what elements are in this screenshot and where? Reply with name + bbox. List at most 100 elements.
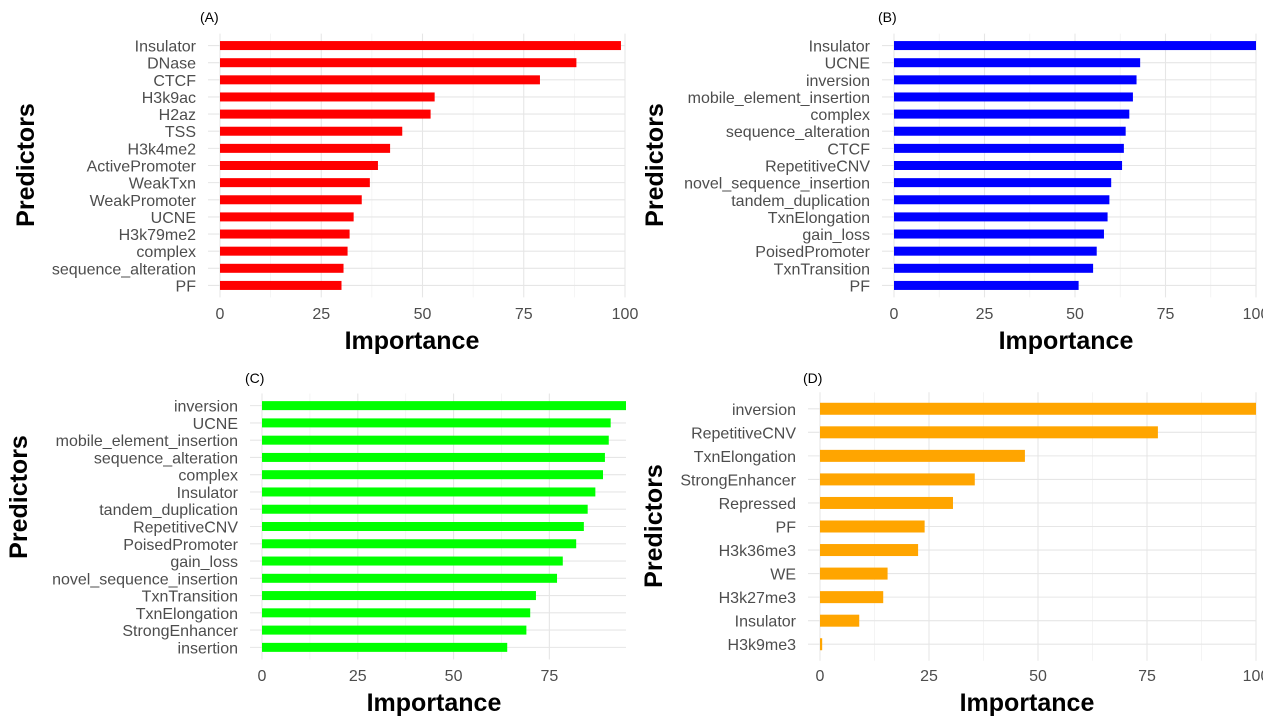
category-label: DNase xyxy=(147,56,196,73)
category-label: H3k4me2 xyxy=(128,141,197,158)
bar-TxnElongation xyxy=(894,212,1108,222)
category-label: H3k9me3 xyxy=(728,637,797,654)
category-label: Insulator xyxy=(177,485,239,502)
bar-gain_loss xyxy=(262,556,563,566)
bar-Insulator xyxy=(894,41,1256,51)
bar-novel_sequence_insertion xyxy=(262,573,558,583)
bar-RepetitiveCNV xyxy=(262,522,584,531)
bar-mobile_element_insertion xyxy=(262,435,609,445)
category-label: PF xyxy=(776,520,797,537)
category-label: WE xyxy=(770,567,796,584)
bar-PoisedPromoter xyxy=(894,246,1097,256)
bar-TxnElongation xyxy=(262,608,531,618)
bar-RepetitiveCNV xyxy=(894,161,1123,170)
category-label: TxnTransition xyxy=(774,261,870,278)
bar-Insulator xyxy=(820,614,860,627)
panel-b: InsulatorUCNEinversionmobile_element_ins… xyxy=(641,9,1263,355)
bar-tandem_duplication xyxy=(894,195,1110,205)
bars xyxy=(820,402,1256,651)
category-label: WeakTxn xyxy=(129,176,196,193)
category-label: gain_loss xyxy=(802,227,870,244)
panel-d: inversion RepetitiveCNV TxnElongation Stron… xyxy=(640,370,1263,717)
bar-H3k36me3 xyxy=(820,544,919,557)
category-label: StrongEnhancer xyxy=(680,472,796,489)
x-tick-label: 75 xyxy=(1138,668,1156,685)
category-label: gain_loss xyxy=(170,554,238,571)
category-label: H3k27me3 xyxy=(719,590,796,607)
category-label: PoisedPromoter xyxy=(755,244,870,261)
x-tick-label: 25 xyxy=(920,668,938,685)
bar-inversion xyxy=(894,75,1137,85)
bars xyxy=(220,41,621,290)
panel-tag: (B) xyxy=(878,9,897,25)
category-label: novel_sequence_insertion xyxy=(52,571,238,588)
category-label: Insulator xyxy=(809,39,871,56)
x-tick-labels: 0 25 50 75 100 xyxy=(216,306,639,323)
bar-StrongEnhancer xyxy=(820,473,975,486)
y-axis-title: Predictors xyxy=(5,435,33,559)
x-axis-title: Importance xyxy=(367,689,502,717)
bar-WE xyxy=(820,567,888,580)
category-label: RepetitiveCNV xyxy=(133,520,238,537)
bar-insertion xyxy=(262,642,508,652)
category-label: tandem_duplication xyxy=(731,193,870,210)
category-label: RepetitiveCNV xyxy=(765,159,870,176)
category-label: sequence_alteration xyxy=(94,450,238,467)
bar-UCNE xyxy=(894,58,1141,68)
category-label: inversion xyxy=(806,73,870,90)
bars xyxy=(262,401,626,652)
bar-inversion xyxy=(820,402,1256,415)
bar-H3k4me2 xyxy=(220,143,391,153)
bar-CTCF xyxy=(220,75,540,85)
category-label: sequence_alteration xyxy=(726,124,870,141)
category-labels: InsulatorUCNEinversionmobile_element_ins… xyxy=(684,39,871,296)
y-axis-title: Predictors xyxy=(12,103,40,227)
x-tick-labels: 0 25 50 75 100 xyxy=(816,668,1263,685)
category-label: complex xyxy=(178,468,238,485)
panel-tag: (A) xyxy=(200,9,219,25)
category-label: inversion xyxy=(174,399,238,416)
bar-RepetitiveCNV xyxy=(820,426,1158,439)
category-label: CTCF xyxy=(827,141,870,158)
x-tick-label: 0 xyxy=(216,306,225,323)
bar-TxnElongation xyxy=(820,449,1025,462)
category-label: inversion xyxy=(732,402,796,419)
bar-tandem_duplication xyxy=(262,504,588,514)
x-tick-label: 0 xyxy=(816,668,825,685)
x-tick-label: 25 xyxy=(976,306,994,323)
bar-H3k9ac xyxy=(220,92,435,102)
bar-WeakTxn xyxy=(220,178,370,188)
bar-H2az xyxy=(220,109,431,119)
category-label: complex xyxy=(810,107,870,124)
panel-tag: (D) xyxy=(803,370,822,386)
x-tick-label: 50 xyxy=(445,668,463,685)
x-axis-title: Importance xyxy=(999,327,1134,355)
category-label: mobile_element_insertion xyxy=(56,433,238,450)
category-label: PF xyxy=(176,278,197,295)
x-tick-label: 100 xyxy=(1243,306,1263,323)
category-label: TxnTransition xyxy=(142,589,238,606)
category-label: UCNE xyxy=(825,56,870,73)
bar-Insulator xyxy=(220,41,621,51)
bar-complex xyxy=(894,109,1130,119)
x-tick-labels: 0 25 50 75 xyxy=(258,668,559,685)
x-tick-label: 75 xyxy=(540,668,558,685)
bar-WeakPromoter xyxy=(220,195,362,205)
bar-sequence_alteration xyxy=(894,126,1126,136)
category-label: novel_sequence_insertion xyxy=(684,176,870,193)
category-label: H2az xyxy=(159,107,196,124)
bar-ActivePromoter xyxy=(220,161,378,170)
bar-TxnTransition xyxy=(262,591,536,601)
category-label: PF xyxy=(850,278,871,295)
category-label: tandem_duplication xyxy=(99,502,238,519)
category-labels: inversion RepetitiveCNV TxnElongation Stron… xyxy=(680,402,796,654)
bar-sequence_alteration xyxy=(262,452,605,462)
bar-DNase xyxy=(220,58,577,68)
category-label: complex xyxy=(136,244,196,261)
category-label: mobile_element_insertion xyxy=(688,90,870,107)
category-label: TxnElongation xyxy=(136,606,238,623)
bar-UCNE xyxy=(220,212,354,222)
category-label: RepetitiveCNV xyxy=(691,425,796,442)
bar-sequence_alteration xyxy=(220,263,344,273)
bar-inversion xyxy=(262,401,626,411)
